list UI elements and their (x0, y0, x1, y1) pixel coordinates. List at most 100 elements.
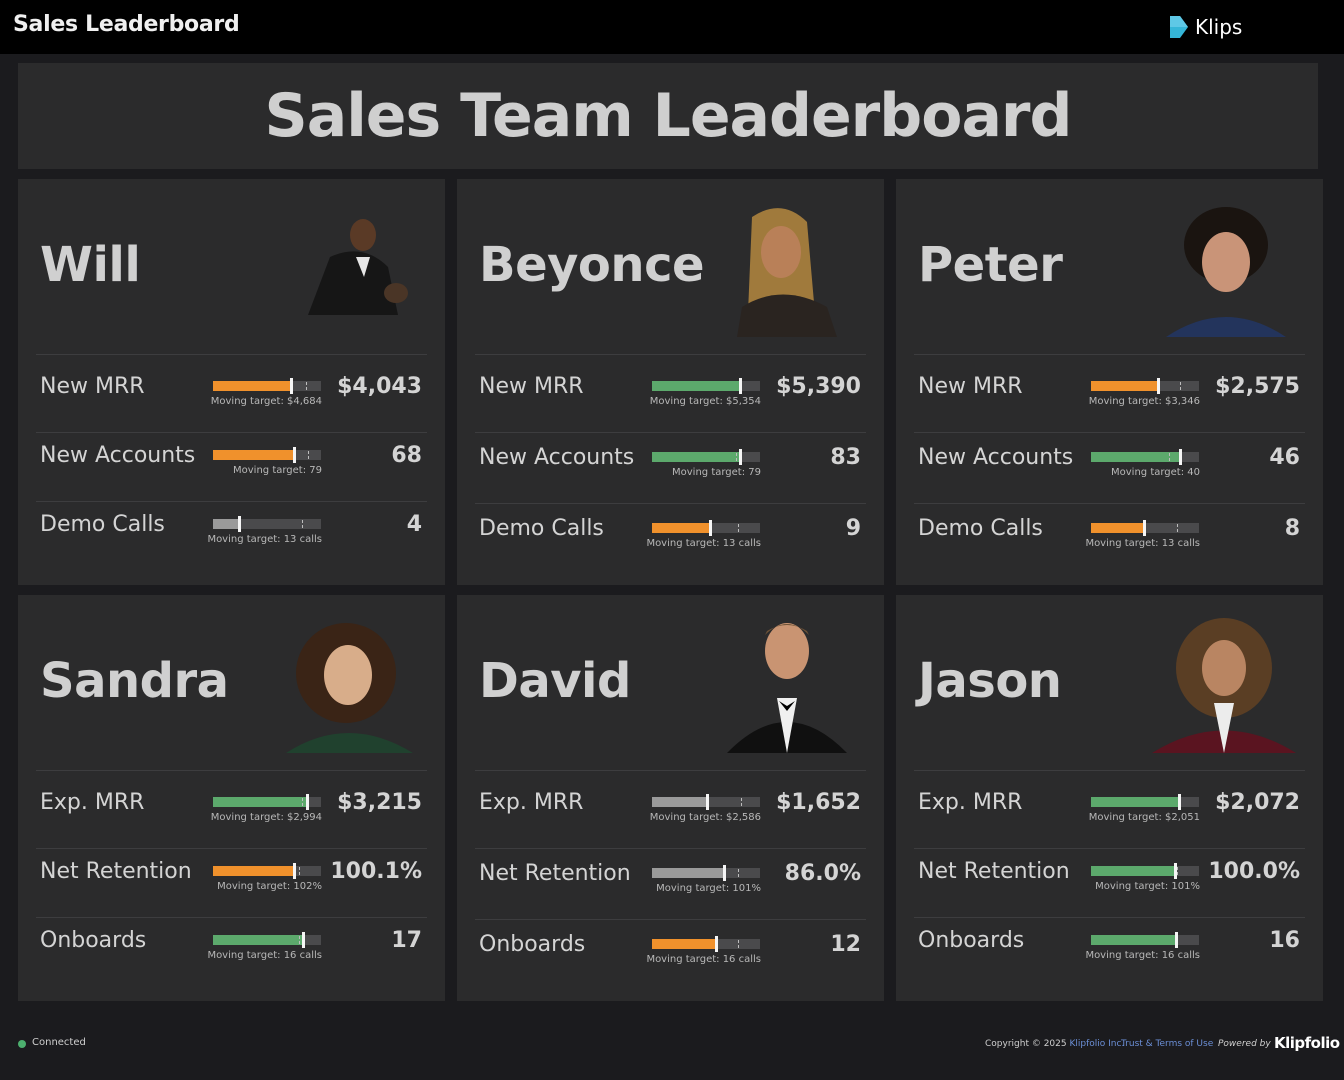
metric-label: Demo Calls (479, 516, 604, 541)
progress-fill (1091, 935, 1177, 945)
metric-row: Onboards Moving target: 16 calls 17 (36, 918, 427, 986)
person-name: Jason (918, 653, 1062, 709)
connection-status-icon (18, 1040, 26, 1048)
metric-label: New Accounts (40, 443, 196, 468)
progress-bar (1091, 520, 1199, 536)
progress-fill (652, 381, 741, 391)
terms-link[interactable]: Trust & Terms of Use (1121, 1039, 1214, 1049)
progress-fill (213, 450, 295, 460)
progress-bar (213, 794, 321, 810)
progress-bar (213, 516, 321, 532)
progress-bar (652, 865, 760, 881)
progress-fill (1091, 452, 1181, 462)
target-caption: Moving target: 16 calls (646, 954, 761, 965)
header-divider (36, 770, 427, 771)
target-tick (308, 451, 309, 459)
progress-bar (213, 932, 321, 948)
target-caption: Moving target: 13 calls (646, 538, 761, 549)
target-caption: Moving target: $2,586 (649, 812, 761, 823)
company-link[interactable]: Klipfolio Inc. (1069, 1039, 1125, 1049)
metric-value: $3,215 (337, 790, 422, 815)
target-tick (299, 936, 300, 944)
progress-marker (723, 865, 726, 881)
target-caption: Moving target: 79 (672, 467, 761, 478)
person-photo (268, 197, 418, 337)
metric-row: Demo Calls Moving target: 13 calls 9 (475, 506, 866, 574)
metric-value: 9 (845, 516, 861, 541)
brand[interactable]: Klips (1170, 14, 1242, 40)
metric-row: Onboards Moving target: 16 calls 16 (914, 918, 1305, 986)
card-header: Jason (896, 595, 1323, 771)
progress-bar (652, 794, 760, 810)
klipfolio-logo[interactable]: Klipfolio (1274, 1034, 1340, 1052)
target-caption: Moving target: 13 calls (207, 534, 322, 545)
metric-label: Exp. MRR (918, 790, 1023, 815)
target-tick (1177, 867, 1178, 875)
target-tick (299, 867, 300, 875)
metric-label: Onboards (479, 932, 586, 957)
metric-row: Onboards Moving target: 16 calls 12 (475, 922, 866, 990)
progress-marker (306, 794, 309, 810)
progress-fill (652, 797, 708, 807)
metric-label: Exp. MRR (479, 790, 584, 815)
page-title: Sales Team Leaderboard (264, 81, 1073, 151)
metric-row: Exp. MRR Moving target: $2,994 $3,215 (36, 780, 427, 849)
metric-value: 68 (391, 443, 422, 468)
target-tick (741, 798, 742, 806)
target-tick (1169, 453, 1170, 461)
progress-fill (1091, 866, 1176, 876)
target-caption: Moving target: 16 calls (207, 950, 322, 961)
metric-row: New MRR Moving target: $3,346 $2,575 (914, 364, 1305, 433)
card-header: Will (18, 179, 445, 355)
progress-bar (213, 447, 321, 463)
progress-bar (652, 936, 760, 952)
person-card-peter: Peter New MRR Moving target: $3,346 $2,5… (896, 179, 1323, 585)
copyright: Copyright © 2025 Klipfolio Inc. (985, 1039, 1124, 1049)
progress-bar (213, 863, 321, 879)
progress-marker (1157, 378, 1160, 394)
progress-bar (652, 378, 760, 394)
metric-value: 17 (391, 928, 422, 953)
metric-value: $4,043 (337, 374, 422, 399)
metric-value: 12 (830, 932, 861, 957)
metric-label: Demo Calls (918, 516, 1043, 541)
metric-value: $2,575 (1215, 374, 1300, 399)
progress-fill (652, 939, 717, 949)
target-caption: Moving target: 101% (656, 883, 761, 894)
app-title: Sales Leaderboard (13, 12, 240, 37)
target-caption: Moving target: $2,994 (210, 812, 322, 823)
progress-fill (1091, 523, 1145, 533)
target-caption: Moving target: 101% (1095, 881, 1200, 892)
metric-label: New MRR (479, 374, 584, 399)
connection-status: Connected (32, 1037, 86, 1048)
person-photo (1146, 197, 1296, 337)
metric-value: $5,390 (776, 374, 861, 399)
target-tick (306, 382, 307, 390)
progress-marker (1179, 449, 1182, 465)
metric-row: Net Retention Moving target: 101% 100.0% (914, 849, 1305, 918)
person-name: Sandra (40, 653, 229, 709)
target-tick (736, 453, 737, 461)
progress-track (213, 519, 321, 529)
person-photo (1146, 613, 1296, 753)
person-photo (707, 613, 857, 753)
header-divider (914, 354, 1305, 355)
person-card-sandra: Sandra Exp. MRR Moving target: $2,994 $3… (18, 595, 445, 1001)
powered-by: Powered by (1218, 1039, 1271, 1049)
metric-row: Exp. MRR Moving target: $2,051 $2,072 (914, 780, 1305, 849)
metric-value: 100.0% (1208, 859, 1300, 884)
metric-label: Net Retention (479, 861, 631, 886)
metric-row: Demo Calls Moving target: 13 calls 8 (914, 506, 1305, 574)
progress-fill (652, 868, 725, 878)
target-caption: Moving target: 79 (233, 465, 322, 476)
target-tick (302, 798, 303, 806)
metric-value: 16 (1269, 928, 1300, 953)
target-tick (1177, 524, 1178, 532)
person-name: David (479, 653, 631, 709)
progress-fill (213, 381, 292, 391)
progress-bar (1091, 378, 1199, 394)
metric-value: 4 (406, 512, 422, 537)
person-card-beyonce: Beyonce New MRR Moving target: $5,354 $5… (457, 179, 884, 585)
metric-value: 46 (1269, 445, 1300, 470)
progress-bar (1091, 932, 1199, 948)
